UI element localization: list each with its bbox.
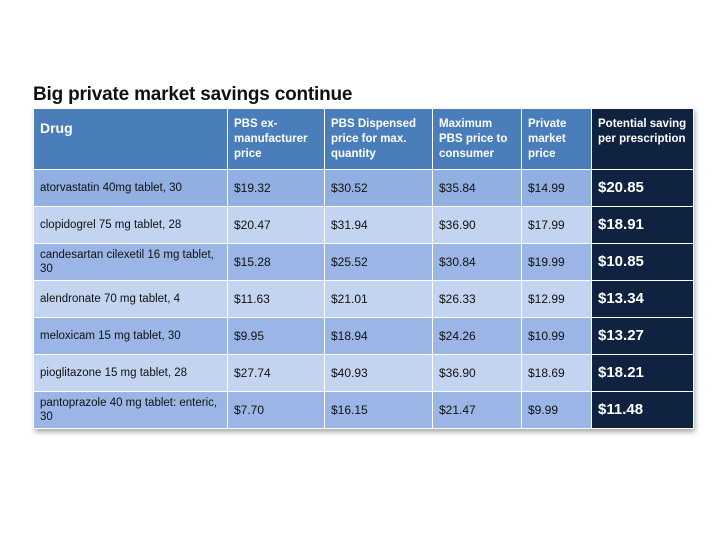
header-pbs-dispensed: PBS Dispensed price for max. quantity — [324, 108, 433, 170]
table-header: Drug PBS ex-manufacturer price PBS Dispe… — [33, 108, 694, 170]
price-cell: $11.63 — [227, 280, 325, 318]
price-cell: $35.84 — [432, 169, 522, 207]
drug-name-cell: clopidogrel 75 mg tablet, 28 — [33, 206, 228, 244]
price-cell: $18.69 — [521, 354, 592, 392]
table-row: alendronate 70 mg tablet, 4 $11.63 $21.0… — [33, 280, 694, 318]
price-cell: $26.33 — [432, 280, 522, 318]
saving-cell: $11.48 — [591, 391, 694, 429]
price-comparison-table: Drug PBS ex-manufacturer price PBS Dispe… — [33, 108, 694, 429]
drug-name-cell: candesartan cilexetil 16 mg tablet, 30 — [33, 243, 228, 281]
drug-name-cell: atorvastatin 40mg tablet, 30 — [33, 169, 228, 207]
price-cell: $10.99 — [521, 317, 592, 355]
price-cell: $17.99 — [521, 206, 592, 244]
price-cell: $20.47 — [227, 206, 325, 244]
header-potential-saving: Potential saving per prescription — [591, 108, 694, 170]
price-cell: $21.47 — [432, 391, 522, 429]
price-cell: $18.94 — [324, 317, 433, 355]
price-cell: $16.15 — [324, 391, 433, 429]
price-cell: $30.52 — [324, 169, 433, 207]
price-cell: $14.99 — [521, 169, 592, 207]
price-cell: $15.28 — [227, 243, 325, 281]
saving-cell: $18.21 — [591, 354, 694, 392]
drug-name-cell: alendronate 70 mg tablet, 4 — [33, 280, 228, 318]
price-cell: $21.01 — [324, 280, 433, 318]
price-cell: $30.84 — [432, 243, 522, 281]
saving-cell: $20.85 — [591, 169, 694, 207]
header-drug: Drug — [33, 108, 228, 170]
price-cell: $27.74 — [227, 354, 325, 392]
price-cell: $19.32 — [227, 169, 325, 207]
table-row: atorvastatin 40mg tablet, 30 $19.32 $30.… — [33, 169, 694, 207]
drug-name-cell: pantoprazole 40 mg tablet: enteric, 30 — [33, 391, 228, 429]
table-row: pioglitazone 15 mg tablet, 28 $27.74 $40… — [33, 354, 694, 392]
slide-title: Big private market savings continue — [33, 84, 353, 105]
table-row: candesartan cilexetil 16 mg tablet, 30 $… — [33, 243, 694, 281]
drug-name-cell: meloxicam 15 mg tablet, 30 — [33, 317, 228, 355]
saving-cell: $18.91 — [591, 206, 694, 244]
price-cell: $7.70 — [227, 391, 325, 429]
price-cell: $25.52 — [324, 243, 433, 281]
table-row: pantoprazole 40 mg tablet: enteric, 30 $… — [33, 391, 694, 429]
saving-cell: $13.27 — [591, 317, 694, 355]
drug-name-cell: pioglitazone 15 mg tablet, 28 — [33, 354, 228, 392]
price-cell: $19.99 — [521, 243, 592, 281]
price-cell: $40.93 — [324, 354, 433, 392]
price-cell: $36.90 — [432, 354, 522, 392]
table-row: meloxicam 15 mg tablet, 30 $9.95 $18.94 … — [33, 317, 694, 355]
header-max-pbs-consumer: Maximum PBS price to consumer — [432, 108, 522, 170]
table-row: clopidogrel 75 mg tablet, 28 $20.47 $31.… — [33, 206, 694, 244]
price-cell: $31.94 — [324, 206, 433, 244]
saving-cell: $10.85 — [591, 243, 694, 281]
saving-cell: $13.34 — [591, 280, 694, 318]
price-cell: $24.26 — [432, 317, 522, 355]
price-cell: $9.99 — [521, 391, 592, 429]
header-private-market: Private market price — [521, 108, 592, 170]
price-cell: $9.95 — [227, 317, 325, 355]
header-pbs-ex-manufacturer: PBS ex-manufacturer price — [227, 108, 325, 170]
price-cell: $36.90 — [432, 206, 522, 244]
price-cell: $12.99 — [521, 280, 592, 318]
table-body: atorvastatin 40mg tablet, 30 $19.32 $30.… — [33, 169, 694, 429]
